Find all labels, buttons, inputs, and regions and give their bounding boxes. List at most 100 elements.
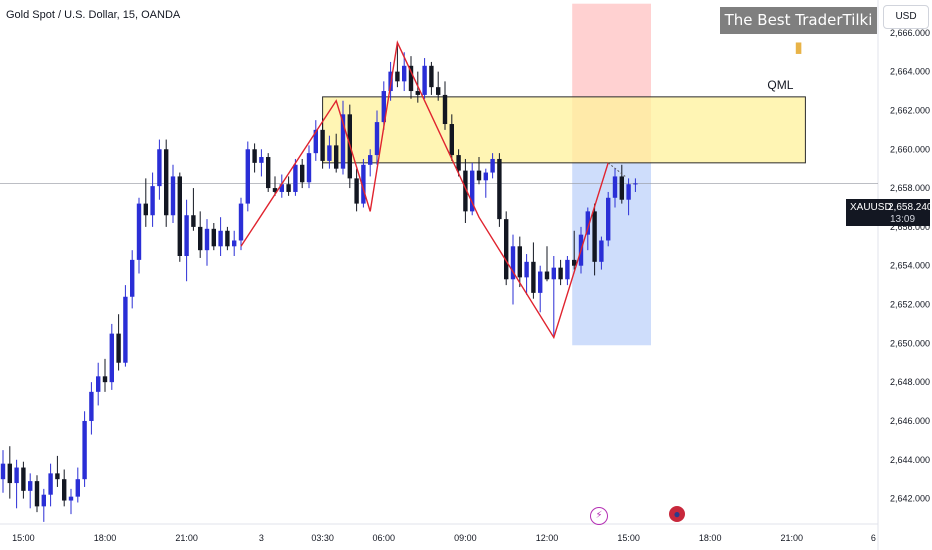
candle-body-55	[374, 122, 380, 156]
candle-body-49	[334, 145, 339, 169]
candle-34	[232, 230, 237, 256]
candle-29	[198, 211, 203, 258]
candle-18	[123, 285, 128, 367]
x-tick-label-2: 21:00	[175, 533, 198, 543]
candle-body-15	[102, 376, 108, 383]
candle-body-20	[136, 203, 142, 260]
candle-body-78	[531, 261, 536, 293]
x-tick-label-0: 15:00	[12, 533, 35, 543]
candle-body-28	[191, 215, 196, 227]
chart-title: Gold Spot / U.S. Dollar, 15, OANDA	[6, 9, 181, 21]
candle-body-0	[0, 463, 6, 480]
candle-53	[361, 158, 366, 208]
candle-9	[62, 469, 67, 507]
x-tick-label-7: 12:00	[536, 533, 559, 543]
candle-body-81	[551, 267, 556, 280]
candle-body-11	[75, 479, 80, 497]
x-tick-label-10: 21:00	[781, 533, 804, 543]
candle-body-6	[41, 494, 46, 507]
candle-body-36	[245, 149, 250, 204]
y-tick-label-11: 2,664.000	[890, 67, 930, 77]
candle-body-77	[524, 261, 529, 278]
candle-71	[483, 168, 488, 198]
candle-body-27	[184, 215, 189, 256]
candle-body-83	[565, 259, 570, 280]
candle-body-93	[633, 183, 638, 185]
candle-83	[565, 256, 570, 286]
candle-81	[551, 256, 556, 338]
candle-47	[320, 118, 325, 169]
candle-body-82	[558, 267, 563, 280]
candle-body-63	[429, 65, 434, 88]
candle-89	[606, 191, 611, 247]
current-price-tag: XAUUSD 2,658.240 13:09	[846, 199, 932, 226]
candle-20	[136, 197, 142, 274]
y-tick-label-9: 2,660.000	[890, 144, 930, 154]
candle-37	[252, 143, 257, 173]
candle-74	[504, 211, 509, 286]
candle-56	[381, 81, 386, 130]
candle-body-90	[612, 176, 618, 198]
candle-body-38	[259, 157, 264, 163]
candle-body-19	[130, 259, 135, 297]
candle-64	[436, 71, 441, 101]
candle-body-4	[28, 481, 33, 491]
x-tick-label-5: 06:00	[373, 533, 396, 543]
candle-24	[164, 139, 169, 227]
candle-body-65	[442, 94, 448, 125]
candle-3	[21, 461, 26, 499]
lightning-event-icon[interactable]: ⚡	[590, 507, 608, 525]
candle-10	[68, 488, 74, 515]
candle-27	[184, 199, 189, 282]
candle-body-60	[408, 65, 414, 92]
candle-17	[116, 314, 121, 371]
x-tick-label-3: 3	[259, 533, 264, 543]
x-tick-label-11: 6	[871, 533, 876, 543]
candle-body-53	[361, 164, 366, 204]
candle-63	[429, 61, 434, 95]
candle-6	[41, 488, 46, 522]
candle-body-52	[354, 178, 359, 204]
currency-button[interactable]: USD	[883, 5, 929, 29]
candle-body-25	[170, 176, 176, 216]
candle-body-37	[252, 149, 257, 163]
candle-body-1	[7, 463, 12, 484]
candle-body-24	[164, 149, 169, 216]
watermark-text: The Best TraderTilki	[724, 11, 873, 29]
y-tick-label-0: 2,642.000	[890, 494, 930, 504]
candle-88	[599, 236, 604, 270]
candle-body-73	[497, 158, 502, 220]
candle-body-32	[218, 230, 223, 247]
candle-30	[204, 219, 210, 266]
candle-58	[395, 42, 400, 88]
candle-body-16	[109, 333, 114, 383]
candle-body-69	[470, 170, 475, 212]
candle-2	[14, 459, 19, 509]
x-tick-label-8: 15:00	[617, 533, 640, 543]
us-flag-event-icon[interactable]: ●	[669, 506, 685, 522]
candle-0	[0, 450, 6, 493]
candle-body-71	[483, 172, 488, 181]
candle-body-18	[123, 296, 128, 363]
candle-31	[211, 223, 216, 251]
candle-16	[109, 323, 114, 390]
candle-7	[48, 463, 53, 507]
candle-body-56	[381, 91, 386, 123]
candle-body-91	[619, 176, 624, 200]
candle-43	[293, 158, 298, 196]
candle-body-13	[89, 391, 94, 421]
candle-body-26	[177, 176, 182, 256]
price-tag-countdown: 13:09	[890, 214, 916, 225]
candle-72	[490, 153, 495, 179]
y-tick-label-7: 2,656.000	[890, 222, 930, 232]
candle-body-76	[517, 246, 522, 278]
candle-8	[55, 455, 60, 487]
candle-body-67	[456, 155, 461, 171]
candle-35	[238, 197, 244, 251]
y-tick-label-10: 2,662.000	[890, 105, 930, 115]
candle-39	[266, 153, 271, 192]
candle-body-79	[538, 271, 543, 293]
candle-4	[28, 473, 33, 509]
candle-68	[463, 158, 468, 224]
